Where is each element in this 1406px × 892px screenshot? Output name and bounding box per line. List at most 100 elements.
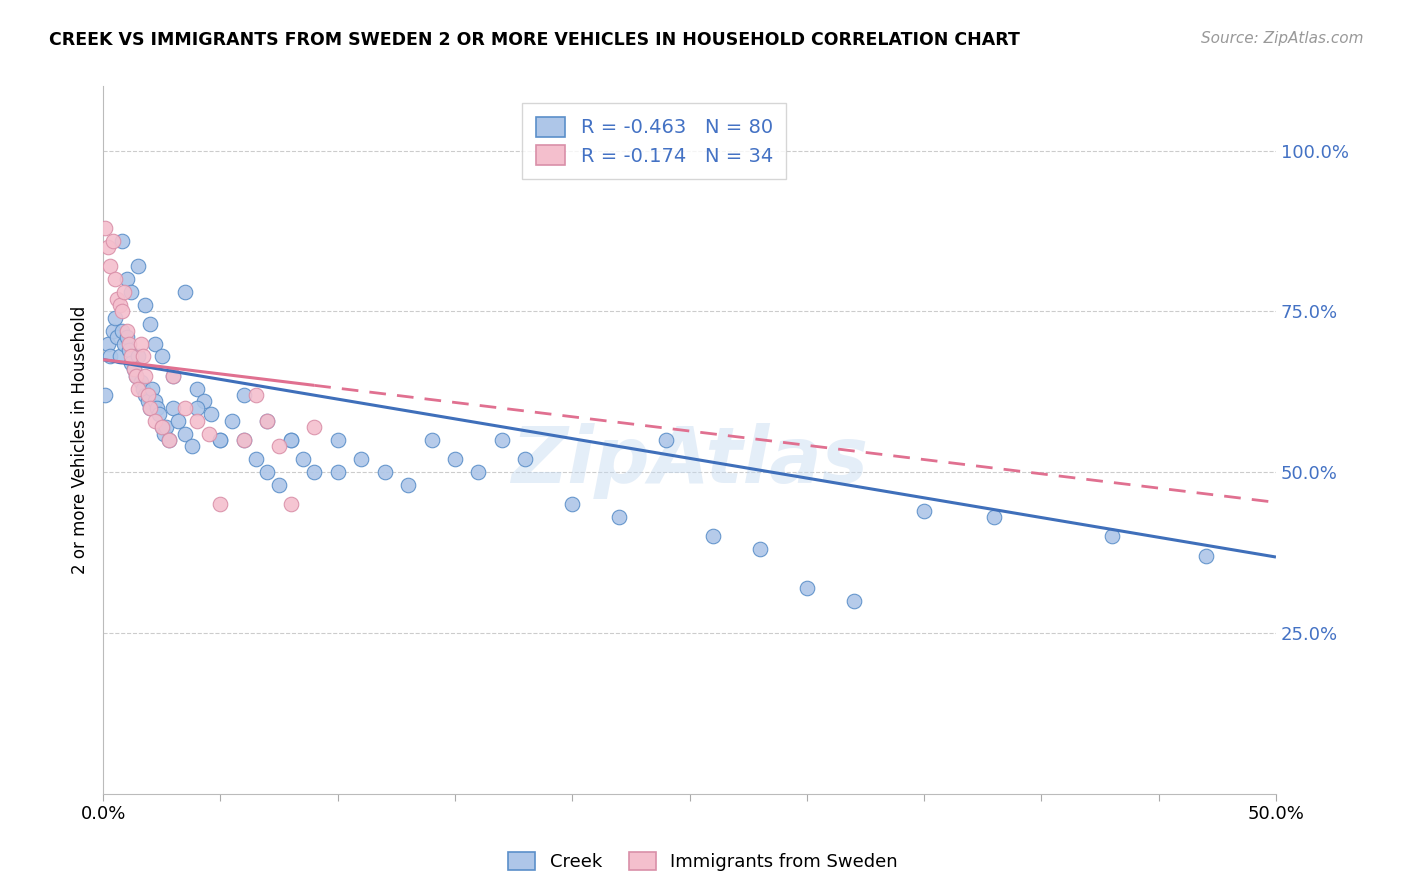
Point bbox=[245, 388, 267, 402]
Point bbox=[132, 350, 155, 364]
Text: ZipAtlas: ZipAtlas bbox=[510, 423, 868, 500]
Point bbox=[122, 362, 145, 376]
Point bbox=[134, 368, 156, 383]
Point bbox=[302, 420, 325, 434]
Point bbox=[98, 350, 121, 364]
Point bbox=[396, 478, 419, 492]
Point bbox=[108, 350, 131, 364]
Point bbox=[112, 285, 135, 299]
Point bbox=[607, 510, 630, 524]
Point bbox=[842, 594, 865, 608]
Point bbox=[125, 368, 148, 383]
Point bbox=[193, 394, 215, 409]
Legend: R = -0.463   N = 80, R = -0.174   N = 34: R = -0.463 N = 80, R = -0.174 N = 34 bbox=[522, 103, 786, 179]
Point bbox=[134, 298, 156, 312]
Point bbox=[97, 336, 120, 351]
Point bbox=[129, 336, 152, 351]
Point bbox=[162, 368, 184, 383]
Point bbox=[280, 497, 302, 511]
Point bbox=[245, 452, 267, 467]
Point bbox=[104, 272, 127, 286]
Point bbox=[143, 414, 166, 428]
Point bbox=[132, 382, 155, 396]
Point bbox=[105, 292, 128, 306]
Point bbox=[127, 260, 149, 274]
Point bbox=[136, 388, 159, 402]
Point bbox=[702, 529, 724, 543]
Point bbox=[796, 581, 818, 595]
Point bbox=[115, 324, 138, 338]
Point bbox=[111, 324, 134, 338]
Point bbox=[280, 433, 302, 447]
Point bbox=[1194, 549, 1216, 563]
Point bbox=[302, 465, 325, 479]
Point bbox=[139, 318, 162, 332]
Point bbox=[94, 388, 117, 402]
Point bbox=[515, 452, 537, 467]
Point bbox=[125, 368, 148, 383]
Point bbox=[146, 401, 169, 415]
Point bbox=[491, 433, 513, 447]
Point bbox=[115, 272, 138, 286]
Point bbox=[326, 433, 349, 447]
Point bbox=[256, 414, 278, 428]
Point bbox=[108, 298, 131, 312]
Point bbox=[232, 433, 254, 447]
Point bbox=[162, 401, 184, 415]
Point bbox=[186, 401, 208, 415]
Point bbox=[291, 452, 314, 467]
Point bbox=[655, 433, 678, 447]
Point bbox=[139, 401, 162, 415]
Point bbox=[118, 336, 141, 351]
Point bbox=[256, 465, 278, 479]
Point bbox=[150, 420, 173, 434]
Point bbox=[111, 234, 134, 248]
Point bbox=[232, 388, 254, 402]
Point bbox=[98, 260, 121, 274]
Point bbox=[561, 497, 583, 511]
Point bbox=[326, 465, 349, 479]
Point bbox=[120, 356, 142, 370]
Y-axis label: 2 or more Vehicles in Household: 2 or more Vehicles in Household bbox=[72, 306, 89, 574]
Point bbox=[467, 465, 489, 479]
Point bbox=[186, 382, 208, 396]
Point bbox=[134, 388, 156, 402]
Point bbox=[186, 414, 208, 428]
Point bbox=[209, 433, 232, 447]
Point bbox=[122, 362, 145, 376]
Point bbox=[209, 433, 232, 447]
Point bbox=[444, 452, 467, 467]
Point bbox=[111, 304, 134, 318]
Point bbox=[141, 382, 163, 396]
Point bbox=[267, 440, 290, 454]
Point bbox=[112, 336, 135, 351]
Point bbox=[104, 310, 127, 325]
Point bbox=[157, 433, 180, 447]
Point bbox=[150, 350, 173, 364]
Point bbox=[143, 336, 166, 351]
Point bbox=[94, 220, 117, 235]
Point bbox=[115, 330, 138, 344]
Point bbox=[129, 375, 152, 389]
Point bbox=[97, 240, 120, 254]
Point bbox=[374, 465, 396, 479]
Point bbox=[280, 433, 302, 447]
Point bbox=[912, 504, 935, 518]
Point bbox=[174, 285, 197, 299]
Point bbox=[167, 414, 190, 428]
Point bbox=[127, 382, 149, 396]
Point bbox=[101, 234, 124, 248]
Point bbox=[162, 368, 184, 383]
Point bbox=[127, 350, 149, 364]
Point bbox=[983, 510, 1005, 524]
Point bbox=[153, 426, 176, 441]
Point bbox=[256, 414, 278, 428]
Point bbox=[118, 343, 141, 357]
Text: CREEK VS IMMIGRANTS FROM SWEDEN 2 OR MORE VEHICLES IN HOUSEHOLD CORRELATION CHAR: CREEK VS IMMIGRANTS FROM SWEDEN 2 OR MOR… bbox=[49, 31, 1021, 49]
Point bbox=[209, 497, 232, 511]
Point bbox=[101, 324, 124, 338]
Point bbox=[120, 285, 142, 299]
Point bbox=[150, 420, 173, 434]
Legend: Creek, Immigrants from Sweden: Creek, Immigrants from Sweden bbox=[501, 845, 905, 879]
Point bbox=[148, 407, 170, 421]
